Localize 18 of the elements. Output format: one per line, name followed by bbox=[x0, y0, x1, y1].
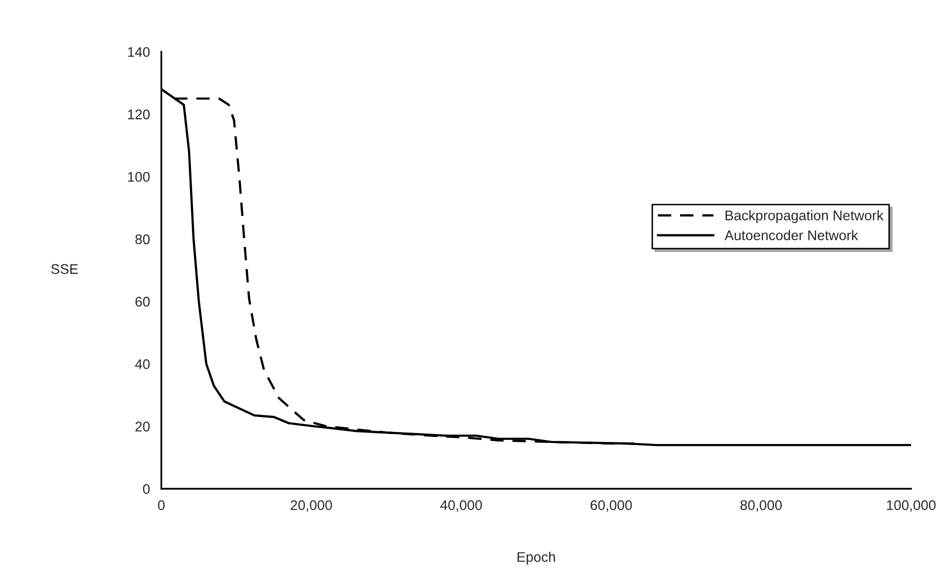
y-axis-title: SSE bbox=[51, 264, 78, 274]
y-tick-label: 60 bbox=[135, 296, 150, 307]
x-tick-label: 80,000 bbox=[740, 500, 782, 512]
y-tick-label: 80 bbox=[135, 234, 150, 244]
y-tick-label: 100 bbox=[128, 172, 150, 182]
y-tick-label: 140 bbox=[128, 47, 150, 57]
x-tick-label: 60,000 bbox=[590, 500, 632, 512]
y-tick-label: 40 bbox=[135, 359, 150, 370]
x-tick-label: 20,000 bbox=[290, 500, 332, 512]
x-axis-title: Epoch bbox=[518, 552, 555, 565]
x-tick-label: 100,000 bbox=[887, 500, 936, 512]
y-tick-label: 120 bbox=[128, 110, 150, 120]
x-tick-label: 40,000 bbox=[440, 500, 482, 512]
legend-label: Backpropagation Network bbox=[726, 210, 884, 224]
y-tick-label: 0 bbox=[143, 484, 150, 494]
legend-label: Autoencoder Network bbox=[724, 230, 858, 240]
y-tick-label: 20 bbox=[135, 422, 150, 432]
x-tick-label: 0 bbox=[158, 500, 165, 510]
